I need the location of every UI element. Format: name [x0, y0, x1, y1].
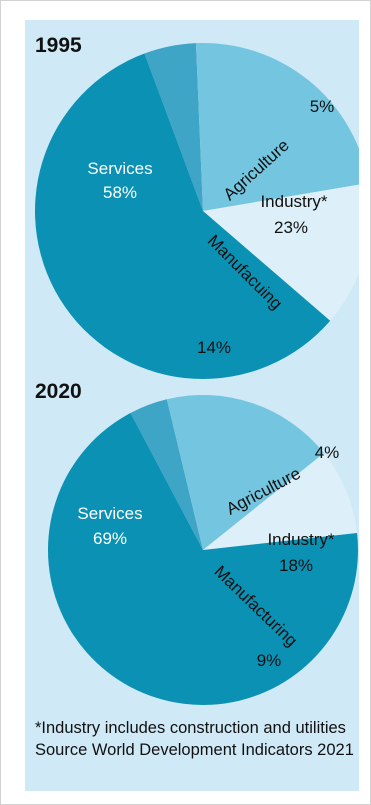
year-2020-title: 2020 [35, 380, 82, 403]
year-1995-title: 1995 [35, 34, 82, 57]
label-industry-1995: Industry* [260, 192, 327, 211]
pie-2020: Services69%Agriculture4%Industry*18%Manu… [47, 394, 358, 706]
chart-card: 1995 2020 Services 58% Agriculture 5% Indust… [25, 20, 359, 791]
value-agriculture-1995: 5% [310, 97, 335, 116]
slice-services-1995 [34, 53, 331, 380]
label-services-2020: Services [77, 504, 142, 523]
value-manufacturing-2020: 9% [257, 651, 282, 670]
slice-industry-1995 [195, 43, 359, 211]
value-manufacuing-1995: 14% [197, 338, 231, 357]
footnote: *Industry includes construction and util… [35, 719, 354, 759]
value-services-1995: 58% [103, 183, 137, 202]
value-services-2020: 69% [93, 529, 127, 548]
slice-agriculture-1995 [144, 43, 203, 212]
slice-agriculture-2020 [130, 399, 203, 550]
value-industry-2020: 18% [279, 556, 313, 575]
slice-manufacuing-1995 [203, 184, 359, 321]
slice-industry-2020 [166, 394, 324, 550]
slice-services-2020 [47, 413, 358, 706]
value-industry-1995: 23% [274, 218, 308, 237]
slice-manufacturing-2020 [203, 453, 358, 550]
label-industry-2020: Industry* [267, 530, 334, 549]
label-services-1995: Services [87, 159, 152, 178]
value-agriculture-2020: 4% [315, 443, 340, 462]
